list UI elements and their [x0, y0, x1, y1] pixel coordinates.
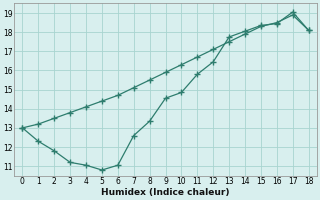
- X-axis label: Humidex (Indice chaleur): Humidex (Indice chaleur): [101, 188, 230, 197]
